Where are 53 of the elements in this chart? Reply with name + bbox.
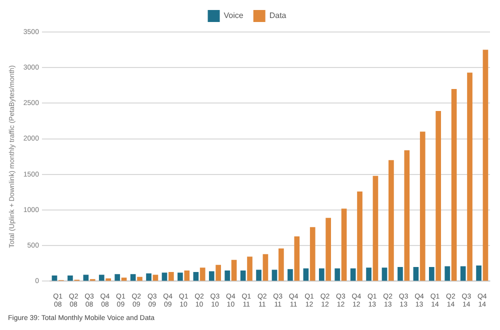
bar (294, 236, 300, 281)
bar (318, 268, 324, 281)
bar (476, 266, 482, 281)
bar (83, 274, 89, 281)
bar (366, 268, 372, 281)
bar (467, 72, 472, 281)
bar (240, 270, 246, 281)
bar (193, 272, 199, 281)
bar (272, 270, 278, 281)
bar (326, 218, 331, 281)
bar (114, 274, 120, 281)
bar (341, 208, 347, 281)
bar (130, 274, 136, 281)
bar (278, 248, 284, 281)
bar (310, 227, 316, 281)
bar (303, 268, 309, 281)
bar (413, 266, 419, 281)
bar (444, 266, 450, 281)
legend-label: Data (269, 11, 287, 20)
bar (200, 268, 206, 281)
bar (208, 271, 214, 281)
bar (482, 50, 488, 281)
bar (162, 272, 168, 281)
bar (428, 266, 434, 281)
bar (388, 160, 394, 281)
bar (451, 88, 457, 281)
bar (350, 268, 356, 281)
bar (184, 270, 190, 281)
bar (420, 132, 426, 281)
bar (121, 278, 127, 281)
bar (372, 176, 378, 281)
bar (146, 273, 152, 281)
bar (247, 256, 252, 281)
bar (288, 269, 293, 281)
legend-label: Voice (224, 11, 244, 20)
bar (168, 272, 174, 281)
bar (216, 264, 221, 281)
bar (460, 266, 466, 281)
bar (334, 268, 340, 281)
bar (404, 150, 410, 281)
bar (357, 191, 362, 281)
bar (262, 254, 268, 281)
bar (398, 266, 403, 281)
bar (52, 276, 58, 281)
bar (231, 260, 237, 281)
bar (224, 270, 230, 281)
bar (436, 111, 442, 281)
bar (137, 276, 142, 281)
bar (256, 270, 262, 281)
bar (68, 276, 73, 281)
bar (382, 268, 388, 281)
bar (178, 272, 183, 281)
bar (98, 274, 104, 281)
